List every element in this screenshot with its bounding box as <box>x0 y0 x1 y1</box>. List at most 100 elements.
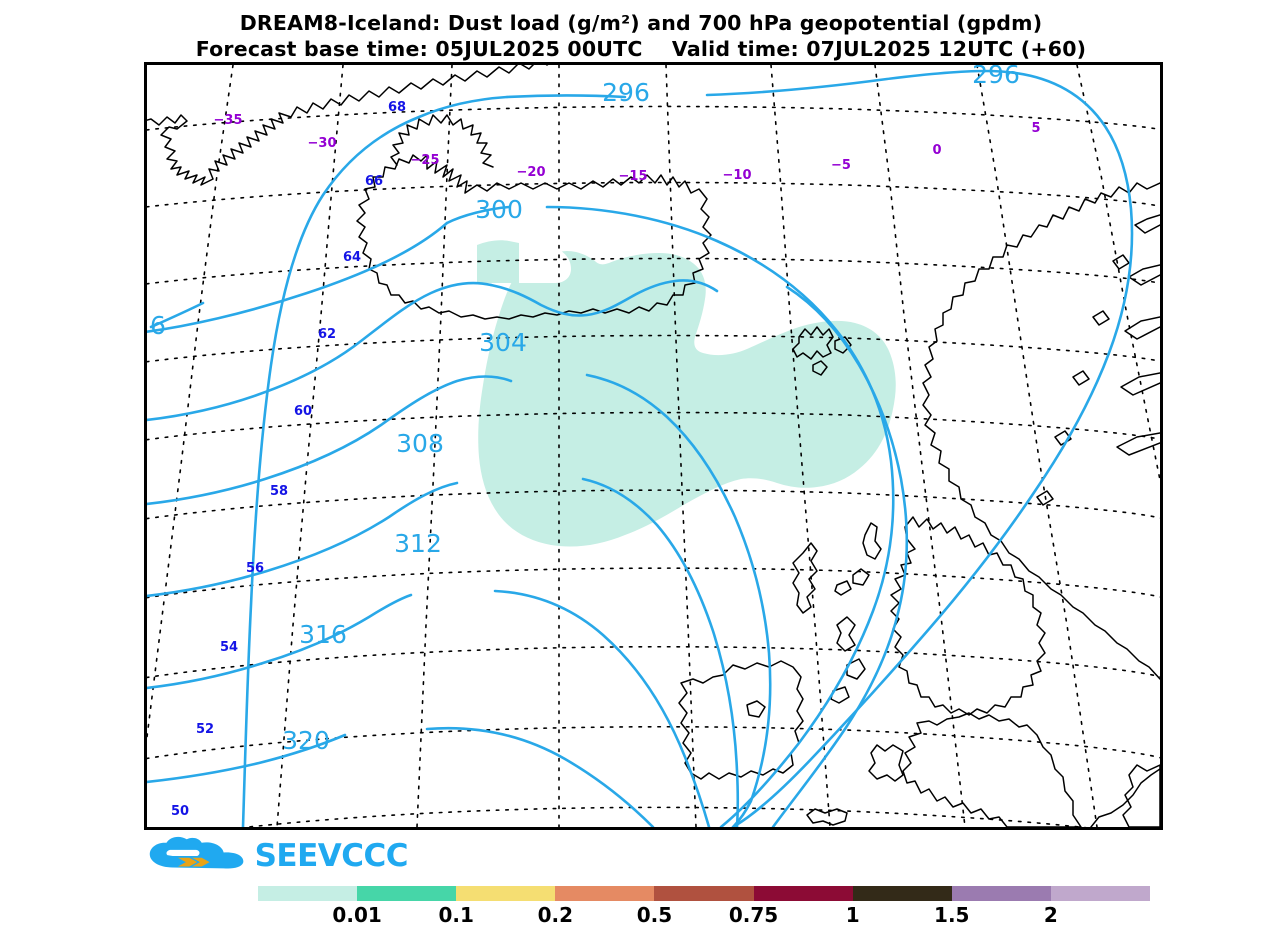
contour-306-fragment <box>149 301 205 329</box>
contour-308-left <box>147 375 513 506</box>
contour-296-top-right-seg <box>705 69 987 97</box>
contour-label-296: 296 <box>602 78 650 107</box>
parallel-50 <box>241 806 1087 827</box>
coastline-faroe-2 <box>812 360 828 376</box>
contour-304-left <box>147 281 493 422</box>
meridian--35 <box>147 65 234 744</box>
longitude-label-5: 5 <box>1031 121 1040 136</box>
coastline-orkney-2 <box>834 580 852 596</box>
contour-296-west <box>241 95 509 827</box>
parallel-66 <box>147 181 1160 208</box>
colorbar-label-0.01: 0.01 <box>332 903 382 927</box>
coastlines <box>147 65 1160 827</box>
coastline-hebrides-outer <box>792 542 818 614</box>
latitude-labels: 68 66 64 62 60 58 56 54 52 50 <box>171 100 406 819</box>
dust-load-field <box>477 240 896 547</box>
seevccc-logo: SEEVCCC <box>148 834 409 878</box>
contour-300-label-gap <box>445 205 511 225</box>
contour-label-316: 316 <box>299 620 347 649</box>
latitude-label-68: 68 <box>388 100 406 115</box>
colorbar-segment-1 <box>357 886 457 901</box>
contour-320-right <box>425 726 655 827</box>
parallel-58 <box>147 489 1160 520</box>
latitude-label-62: 62 <box>318 327 336 342</box>
coastline-iceland-westfjords <box>390 114 494 168</box>
coastline-hebrides-mull <box>846 658 866 680</box>
longitude-label--25: −25 <box>411 153 440 168</box>
colorbar-label-0.5: 0.5 <box>636 903 673 927</box>
coastline-ireland <box>678 660 804 780</box>
meridian--15 <box>665 65 697 827</box>
geopotential-contours <box>147 69 1134 827</box>
contour-label-6: 6 <box>150 311 166 340</box>
colorbar-label-0.75: 0.75 <box>728 903 779 927</box>
colorbar-label-2: 2 <box>1043 903 1058 927</box>
meridian--30 <box>276 65 344 827</box>
longitude-label--30: −30 <box>308 136 337 151</box>
coastline-ireland-lough <box>746 700 766 718</box>
meridian--5 <box>874 65 966 827</box>
contour-label-312: 312 <box>394 529 442 558</box>
latitude-label-64: 64 <box>343 250 361 265</box>
contour-312-right <box>581 477 740 827</box>
colorbar-segment-7 <box>951 886 1051 901</box>
colorbar-segment-8 <box>1050 886 1150 901</box>
coastline-faroe <box>792 326 834 360</box>
latitude-label-58: 58 <box>270 484 288 499</box>
contour-304-mid <box>489 279 719 317</box>
meridian-0 <box>976 65 1098 827</box>
chart-title-block: DREAM8-Iceland: Dust load (g/m²) and 700… <box>0 10 1282 62</box>
coastline-wales <box>868 744 904 782</box>
latitude-label-54: 54 <box>220 640 238 655</box>
arrow-icon <box>177 857 198 867</box>
cloud-icon <box>149 836 244 869</box>
contour-label-308: 308 <box>396 429 444 458</box>
contour-300-mid-right <box>545 205 895 827</box>
parallel-56 <box>147 567 1160 599</box>
latitude-label-56: 56 <box>246 561 264 576</box>
coastline-greenland <box>147 65 549 186</box>
latitude-label-60: 60 <box>294 404 312 419</box>
coastline-england <box>902 712 1082 827</box>
contour-304-right <box>771 285 909 827</box>
colorbar-segment-6 <box>852 886 952 901</box>
meridian--10 <box>770 65 831 827</box>
colorbar <box>258 886 1150 901</box>
longitude-labels: −35 −30 −25 −20 −15 −10 −5 0 5 <box>214 113 1041 184</box>
longitude-label--35: −35 <box>214 113 243 128</box>
colorbar-label-0.2: 0.2 <box>537 903 574 927</box>
contour-316-right <box>493 589 711 827</box>
latitude-label-66: 66 <box>365 174 383 189</box>
coastline-shetland <box>862 522 882 560</box>
longitude-label--20: −20 <box>517 165 546 180</box>
contour-312-left <box>147 481 459 598</box>
coastline-iceland <box>356 154 712 320</box>
coastline-denmark <box>1122 764 1160 827</box>
longitude-label-0: 0 <box>932 143 941 158</box>
coastline-scotland <box>890 516 1046 716</box>
contour-labels: 296 296 300 6 304 308 312 316 320 <box>150 65 1020 755</box>
chart-title-line-2: Forecast base time: 05JUL2025 00UTC Vali… <box>195 37 1087 62</box>
longitude-label--5: −5 <box>831 158 851 173</box>
coastline-norway <box>922 182 1160 680</box>
parallel-68 <box>147 105 1160 131</box>
map-canvas: −35 −30 −25 −20 −15 −10 −5 0 5 68 66 64 62 60 58 56 54 5… <box>147 65 1160 827</box>
dust-plume-0.01 <box>478 251 896 547</box>
contour-label-304: 304 <box>479 328 527 357</box>
contour-300-left <box>147 221 449 334</box>
parallel-64 <box>147 257 1160 285</box>
coastline-norway-fjords <box>1116 214 1160 456</box>
cloud-highlight <box>166 849 200 856</box>
latitude-label-50: 50 <box>171 804 189 819</box>
coastline-norway-islands <box>1036 254 1130 506</box>
contour-308-right <box>585 373 772 827</box>
colorbar-tick-labels: 0.01 0.1 0.2 0.5 0.75 1 1.5 2 <box>258 903 1150 927</box>
contour-320-left <box>147 733 347 784</box>
contour-label-320: 320 <box>282 726 330 755</box>
map-panel: −35 −30 −25 −20 −15 −10 −5 0 5 68 66 64 62 60 58 56 54 5… <box>144 62 1163 830</box>
colorbar-label-1.5: 1.5 <box>934 903 970 927</box>
contour-296-top-left-seg <box>505 94 627 99</box>
chart-title-line-1: DREAM8-Iceland: Dust load (g/m²) and 700… <box>239 11 1043 35</box>
arrow-icon-2 <box>192 857 210 867</box>
